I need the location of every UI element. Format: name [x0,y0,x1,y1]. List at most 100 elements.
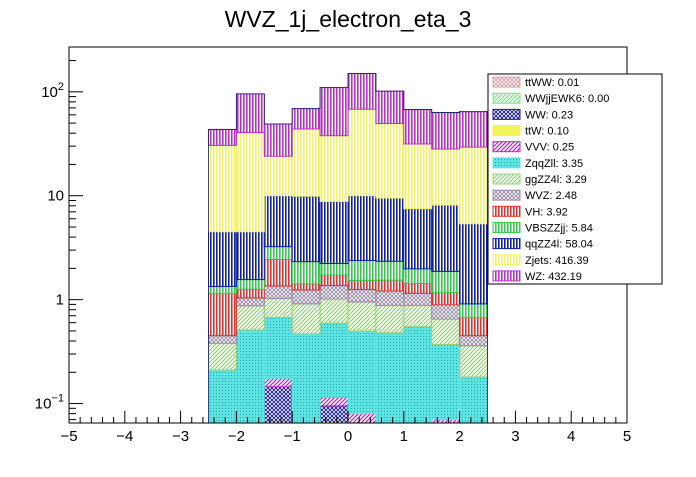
bar-qqZZ4l-bin-9 [459,223,489,305]
bar-VBSZZjj-bin-7 [403,268,433,285]
bar-Zjets-bin-5 [347,108,377,197]
bar-Zjets-bin-4 [319,135,349,202]
bar-ggZZ4l-bin-2 [263,298,293,318]
bar-WZ-bin-2 [263,123,293,157]
bar-ggZZ4l-bin-8 [431,318,461,346]
bar-VBSZZjj-bin-5 [347,260,377,281]
legend-label-ZqqZll: ZqqZll: 3.35 [525,158,583,170]
bar-VBSZZjj-bin-8 [431,270,461,294]
y-tick-base: 10 [35,396,52,413]
bar-WVZ-bin-7 [403,292,433,306]
bar-ZqqZll-bin-4 [319,322,349,398]
bar-qqZZ4l-bin-7 [403,208,433,270]
legend-label-WVZ: WVZ: 2.48 [525,190,577,202]
bar-qqZZ4l-bin-4 [319,200,349,265]
bar-VVV-bin-4 [319,396,349,407]
bar-WZ-bin-8 [431,112,461,150]
bar-ZqqZll-bin-0 [208,369,237,424]
bar-WZ-bin-3 [291,108,321,130]
y-tick-exponent: 2 [58,81,64,93]
x-tick-label: −5 [60,428,77,445]
bar-ggZZ4l-bin-0 [208,342,237,371]
bar-Zjets-bin-7 [403,143,433,210]
legend-label-WW: WW: 0.23 [525,109,573,121]
bar-ggZZ4l-bin-7 [403,304,433,328]
bar-Zjets-bin-0 [208,144,237,233]
legend-swatch-WWjjEWK6 [492,92,521,104]
bar-ZqqZll-bin-8 [431,344,461,421]
bar-VH-bin-4 [319,274,349,287]
legend-label-ggZZ4l: ggZZ4l: 3.29 [525,174,587,186]
bar-WZ-bin-9 [459,111,489,148]
legend-label-VBSZZjj: VBSZZjj: 5.84 [525,222,593,234]
total-outline [208,73,488,423]
legend-label-WWjjEWK6: WWjjEWK6: 0.00 [525,93,609,105]
bar-ZqqZll-bin-5 [347,330,377,415]
bar-Zjets-bin-3 [291,128,321,197]
bar-WVZ-bin-6 [375,290,405,306]
bar-ggZZ4l-bin-4 [319,298,349,324]
bar-WVZ-bin-5 [347,289,377,303]
bar-VBSZZjj-bin-0 [208,285,237,295]
legend-swatch-ZqqZll [492,157,521,169]
legend-swatch-ttWW [492,76,521,88]
bar-VVV-bin-8 [431,419,461,424]
bar-WZ-bin-0 [208,128,237,146]
bar-ZqqZll-bin-2 [263,316,293,379]
legend-swatch-WVZ [492,189,521,201]
bar-WVZ-bin-0 [208,335,237,344]
legend-swatch-Zjets [492,254,521,266]
legend-swatch-VBSZZjj [492,221,521,233]
legend-swatch-WZ [492,270,521,282]
bar-WZ-bin-7 [403,109,433,145]
bar-Zjets-bin-8 [431,148,461,206]
chart-title: WVZ_1j_electron_eta_3 [225,6,472,32]
bar-stack-group [208,73,489,424]
bar-ggZZ4l-bin-1 [235,305,265,331]
bar-WVZ-bin-3 [291,289,321,305]
bar-VH-bin-2 [263,258,293,287]
legend-label-VVV: VVV: 0.25 [525,142,574,154]
bar-VBSZZjj-bin-1 [235,279,265,290]
bar-ggZZ4l-bin-9 [459,345,489,378]
x-tick-label: 1 [400,428,408,445]
legend-label-WZ: WZ: 432.19 [525,271,582,283]
legend: ttWW: 0.01 WWjjEWK6: 0.00 WW: 0.23 ttW: 0.1… [487,73,663,285]
bar-VH-bin-9 [459,317,489,337]
bar-qqZZ4l-bin-5 [347,195,377,262]
legend-label-ttWW: ttWW: 0.01 [525,77,579,89]
bar-WVZ-bin-9 [459,335,489,347]
x-tick-label: 5 [623,428,631,445]
bar-ggZZ4l-bin-6 [375,304,405,334]
bar-Zjets-bin-1 [235,132,265,233]
y-tick-base: 10 [41,84,58,101]
x-tick-label: −4 [116,428,133,445]
bar-VBSZZjj-bin-4 [319,263,349,276]
legend-swatch-WW [492,108,521,120]
x-tick-label: 4 [567,428,575,445]
bar-WVZ-bin-2 [263,285,293,300]
bar-ggZZ4l-bin-3 [291,303,321,335]
bar-WW-bin-2 [263,386,293,424]
x-tick-label: 2 [455,428,463,445]
bar-VBSZZjj-bin-6 [375,260,405,281]
y-tick-exponent: −1 [51,393,64,405]
bar-ZqqZll-bin-9 [459,376,489,424]
y-tick-label: 10−1 [35,393,64,413]
bar-qqZZ4l-bin-0 [208,231,237,287]
y-tick-label: 102 [41,81,64,101]
histogram-outline [208,73,488,423]
bar-qqZZ4l-bin-8 [431,204,461,272]
bar-qqZZ4l-bin-1 [235,231,265,281]
x-tick-label: 3 [511,428,519,445]
bar-WVZ-bin-4 [319,285,349,300]
bar-ZqqZll-bin-1 [235,329,265,424]
x-tick-label: −2 [228,428,245,445]
bar-qqZZ4l-bin-3 [291,195,321,263]
bar-WZ-bin-5 [347,73,377,110]
bar-ZqqZll-bin-6 [375,332,405,424]
bar-WW-bin-4 [319,405,349,424]
